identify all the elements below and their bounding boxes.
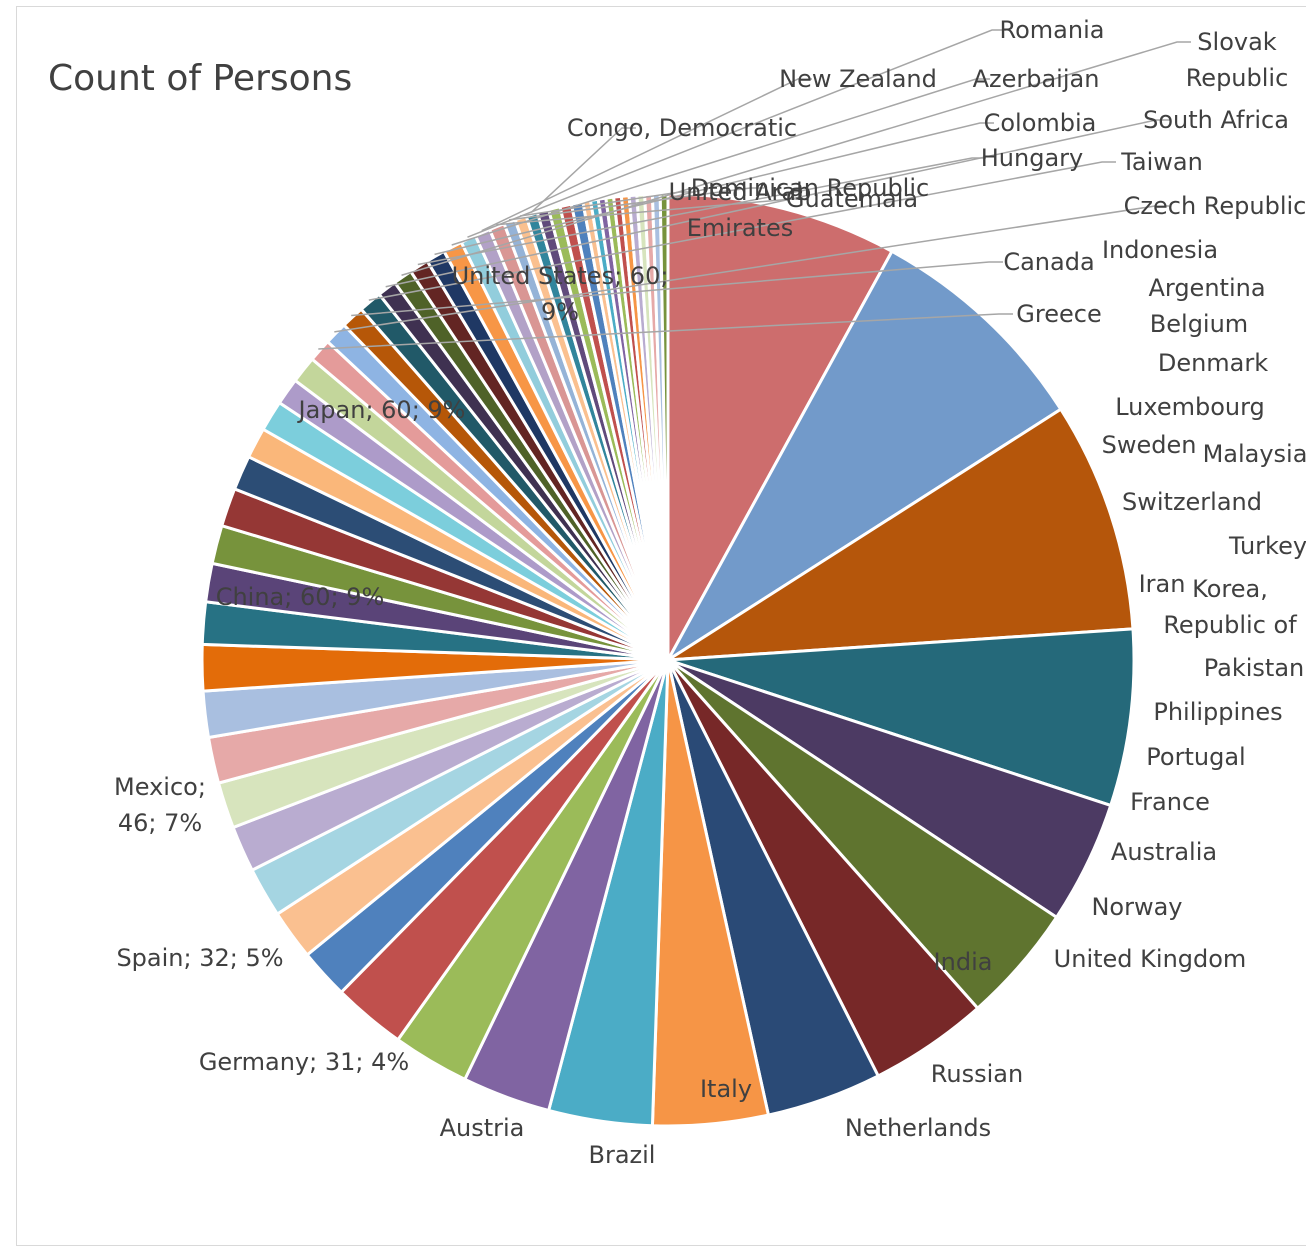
slice-label: Luxembourg: [1115, 393, 1265, 421]
slice-label: United Kingdom: [1054, 945, 1247, 973]
slice-label: Czech Republic: [1124, 192, 1306, 220]
leader-line: [451, 78, 990, 246]
slice-label: Colombia: [984, 109, 1097, 137]
leader-line: [401, 41, 1191, 276]
leader-line: [368, 161, 1116, 301]
slice-label: Italy: [700, 1075, 752, 1103]
slice-label: Malaysia: [1203, 440, 1306, 468]
slice-label: Taiwan: [1120, 148, 1203, 176]
leader-line: [385, 119, 1170, 288]
slice-label: Greece: [1016, 300, 1101, 328]
slice-label: Pakistan: [1204, 654, 1305, 682]
slice-label: Denmark: [1158, 349, 1268, 377]
leader-line: [334, 205, 1169, 333]
slice-label: Dominican Republic: [691, 174, 929, 202]
slice-label: Canada: [1003, 248, 1094, 276]
slice-label: Philippines: [1153, 698, 1282, 726]
slice-label: India: [934, 948, 993, 976]
slice-label: Belgium: [1150, 310, 1248, 338]
pie-slice: [667, 407, 1135, 662]
pie-slice: [666, 249, 1063, 662]
leader-line: [434, 122, 994, 256]
slice-label: Congo, Democratic: [567, 114, 797, 142]
slice-label: United Arab Emirates: [669, 178, 812, 242]
pie-slices: [200, 192, 1136, 1128]
slice-label: Russian: [931, 1060, 1023, 1088]
leader-line: [467, 29, 1006, 238]
slice-label: Brazil: [589, 1141, 656, 1169]
leader-line: [351, 261, 1003, 317]
slice-label: Spain; 32; 5%: [116, 944, 283, 972]
slice-label: Australia: [1111, 838, 1217, 866]
slice-label: Iran: [1139, 570, 1186, 598]
leader-line: [318, 313, 1013, 350]
slice-label: Slovak Republic: [1186, 28, 1289, 92]
slice-label: France: [1130, 788, 1210, 816]
slice-label: Japan; 60; 9%: [297, 396, 466, 424]
slice-label: Austria: [440, 1114, 525, 1142]
slice-label: Hungary: [981, 144, 1083, 172]
slice-label: Indonesia: [1102, 236, 1218, 264]
slice-label: Switzerland: [1122, 488, 1262, 516]
pie-slice: [667, 627, 1136, 808]
leader-line: [496, 198, 806, 226]
slice-label: Argentina: [1148, 274, 1265, 302]
slice-label: Germany; 31; 4%: [199, 1048, 409, 1076]
slice-label: United States; 60; 9%: [452, 262, 669, 326]
slice-label: Netherlands: [845, 1114, 991, 1142]
slice-label: Norway: [1091, 893, 1182, 921]
chart-title: Count of Persons: [48, 58, 353, 99]
leader-line: [530, 127, 636, 213]
slice-label: Turkey: [1228, 532, 1306, 560]
slice-label: South Africa: [1143, 106, 1289, 134]
slice-label: Mexico; 46; 7%: [114, 773, 206, 837]
slice-label: New Zealand: [779, 65, 937, 93]
slice-label: Guatemala: [786, 185, 918, 213]
leader-line: [481, 78, 812, 232]
slice-label: Sweden: [1102, 431, 1197, 459]
leader-line: [519, 191, 694, 217]
slice-label: Azerbaijan: [973, 65, 1100, 93]
leader-line: [417, 157, 986, 266]
slice-label: Korea, Republic of: [1163, 575, 1297, 639]
slice-labels: United States; 60; 9% Japan; 60; 9% China; …: [114, 16, 1306, 1169]
leader-line: [508, 187, 764, 221]
leader-lines: [318, 29, 1191, 350]
slice-label: Portugal: [1146, 743, 1245, 771]
slice-label: China; 60; 9%: [216, 583, 385, 611]
slice-label: Romania: [1000, 16, 1105, 44]
